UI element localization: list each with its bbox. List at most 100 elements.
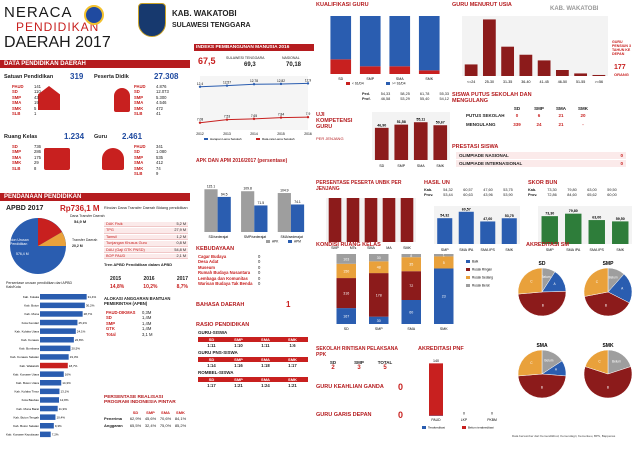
skor-bar	[588, 220, 605, 244]
akreditasi-slice-label: B	[607, 385, 609, 389]
putus-cell: 21	[558, 122, 564, 127]
kualifikasi-legend-label: < S1/D4	[352, 82, 364, 86]
pendanaan-bar	[40, 311, 83, 317]
satuan-item-value: 1	[34, 110, 37, 116]
usia-bar	[537, 60, 551, 76]
satuan-item-key: SMA	[12, 100, 22, 106]
guru-item-row: SLB 9	[134, 171, 184, 176]
alokasi-item-key: SD	[106, 315, 112, 321]
section-prestasi-title: PRESTASI SISWA	[452, 144, 499, 150]
usia-category: 46-50	[558, 80, 567, 84]
region-logo	[138, 3, 166, 37]
ruang-item-row: SD 736	[12, 144, 62, 149]
pnf-legend-swatch	[422, 426, 426, 429]
ruang-item-key: SMK	[12, 160, 22, 166]
kondisi-bar-segment	[401, 271, 421, 300]
pendanaan-region-label: Kab. Wakatobi	[20, 364, 40, 368]
ruang-item-value: 175	[34, 154, 41, 160]
dana-value: 54,9 M	[74, 219, 87, 224]
dana-key: DAU (Gaji GTK PNSD)	[106, 247, 145, 252]
kualifikasi-category: SD	[338, 77, 343, 81]
realisasi-cell: 70,6%	[159, 416, 172, 421]
section-keahlian-title: GURU KEAHLIAN GANDA	[316, 384, 384, 390]
peserta-category: MTs	[350, 246, 357, 250]
realisasi-cell: 32,4%	[144, 423, 157, 428]
keahlian-value: 0	[398, 382, 404, 392]
peserta-bar	[400, 198, 414, 242]
prestasi-key: OLIMPIADE INTERNASIONAL	[459, 161, 523, 166]
pendanaan-bar	[40, 371, 64, 377]
ruang-list: SD 736 SMP 286 SMA 175 SMK 29 SLB 8	[12, 144, 62, 171]
akreditasi-pie-slice	[517, 373, 567, 399]
ipm-point	[198, 121, 202, 124]
guru-item-value: 9	[156, 170, 159, 176]
school-icon	[38, 86, 60, 110]
rasio-head-cell: SMP	[234, 377, 243, 382]
header-title-3: DAERAH 2017	[4, 34, 111, 51]
uji-bar-chart: SD 46,90 SMP 51,58 SMA 55,11 SMK 50,67	[372, 112, 450, 168]
peserta-category: MA	[386, 246, 392, 250]
ipm-point-label: 7,84	[278, 113, 284, 117]
pendanaan-value-label: 18,7%	[69, 364, 78, 368]
pendanaan-value-label: 28,7%	[84, 312, 93, 316]
hasil-category: SMA IPA	[459, 248, 474, 252]
skor-table: Kab. 73,30 79,80 63,00 59,50 Prov. 72,86 84,60 6…	[528, 188, 636, 198]
ruang-item-row: SMA 175	[12, 155, 62, 160]
rasio-head-cell: SMP	[234, 337, 243, 342]
pendanaan-bar	[40, 337, 74, 343]
akreditasi-pie-slice	[584, 291, 630, 317]
hasil-row: Kab. 54,32 60,57 47,60 53,75	[424, 188, 524, 193]
akreditasi-chart-title: SD	[539, 261, 546, 267]
uji-cell: 55,40	[419, 97, 430, 101]
akreditasi-pie-slice	[584, 349, 609, 375]
putus-cell: 21	[558, 113, 564, 118]
pendanaan-value-label: 22,8%	[75, 338, 84, 342]
tren-value: 8,7%	[176, 284, 188, 290]
apk-legend-label: APM	[294, 240, 301, 244]
rasio-cell: 1:14	[207, 363, 216, 368]
dana-key: Tunjangan Khusus Guru	[106, 241, 148, 246]
pendanaan-region-label: Kab. Kolaka Timur	[14, 390, 39, 394]
peserta-item-key: SLB	[134, 110, 143, 116]
rasio-head-cell: SD	[208, 377, 215, 382]
rintisan-cell: 2	[331, 365, 335, 371]
putus-cell: 6	[537, 113, 541, 118]
pendanaan-bar	[40, 345, 71, 352]
teacher-icon	[102, 148, 124, 170]
kondisi-bar-segment	[369, 254, 389, 262]
putus-row: MENGULANG 339 24 21 -	[466, 120, 620, 129]
uji-table: Ped. 54,33 58,25 61,78 55,33 Prof. 46,58 53,29 5…	[362, 92, 454, 102]
kualifikasi-bar-segment	[389, 66, 411, 74]
kualifikasi-bar-segment	[418, 16, 440, 71]
apk-value-label: 109.8	[243, 187, 252, 191]
section-usia-title: GURU MENURUT USIA	[452, 2, 512, 8]
pnf-bar-segment	[429, 363, 443, 416]
kebudayaan-item-row: Museum 0	[198, 265, 268, 270]
kebudayaan-item-key: Rumah Budaya Nusantara	[198, 270, 251, 276]
akreditasi-slice-label: Belum	[544, 358, 553, 362]
peserta-item-value: 4.546	[156, 100, 167, 106]
realisasi-head-cell: SMA	[161, 410, 170, 415]
ipm-point	[279, 82, 283, 86]
skor-cell: 59,50	[607, 188, 617, 192]
pendanaan-region-label: Kab. Buton	[24, 304, 39, 308]
rintisan-head-cell: TOTAL	[377, 360, 393, 365]
akreditasi-slice-label: C	[530, 279, 533, 283]
realisasi-head-cell: SD	[132, 410, 139, 415]
putus-head-cell: SD	[513, 106, 521, 111]
ruang-item-key: SMA	[12, 154, 22, 160]
dana-rincian-title: Rincian Dana Transfer Daerah Bidang pend…	[104, 206, 188, 210]
realisasi-head-cell: SMP	[146, 410, 155, 415]
ipm-point-label: 7,9	[306, 112, 311, 116]
kebudayaan-item-value: 0	[258, 270, 261, 276]
alokasi-item-row: SMP 1,4M	[106, 321, 166, 326]
classroom-icon	[44, 148, 70, 170]
kondisi-legend-label: Baik	[472, 260, 479, 264]
pendanaan-bar	[40, 405, 58, 412]
uji-key: Prof.	[362, 97, 371, 101]
usia-category: 25-30	[485, 80, 494, 84]
tren-year: 2016	[143, 276, 155, 282]
putus-row-key: MENGULANG	[466, 122, 496, 127]
akreditasi-chart-title: SMA	[536, 343, 548, 349]
kualifikasi-bar-segment	[359, 66, 381, 74]
